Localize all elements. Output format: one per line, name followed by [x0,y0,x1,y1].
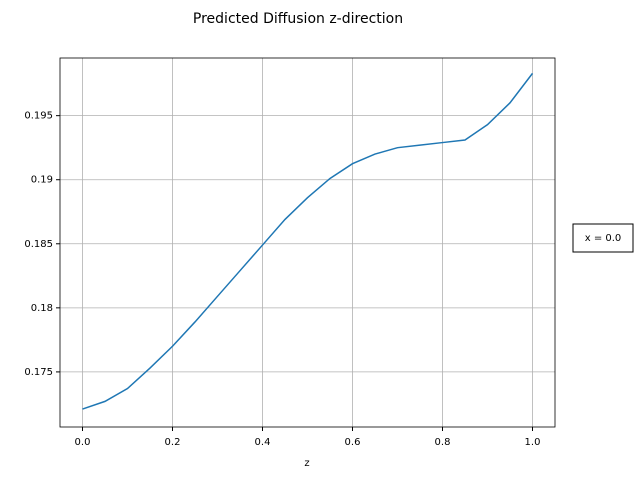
chart-title: Predicted Diffusion z-direction [193,11,403,27]
annotation: x = 0.0 [585,233,622,244]
x-tick-label: 0.2 [165,437,181,448]
y-tick-label: 0.19 [31,175,53,186]
y-tick-label: 0.175 [24,367,53,378]
x-tick-label: 0.6 [345,437,361,448]
x-tick-label: 0.0 [75,437,91,448]
x-axis-label: z [304,458,309,469]
line [82,72,534,410]
x-tick-label: 1.0 [525,437,541,448]
y-tick-label: 0.195 [24,111,53,122]
plot-frame [59,57,556,428]
x-tick-label: 0.4 [255,437,271,448]
y-tick-label: 0.18 [31,303,53,314]
x-tick-label: 0.8 [435,437,451,448]
y-tick-label: 0.185 [24,239,53,250]
annotation-box [572,223,634,253]
